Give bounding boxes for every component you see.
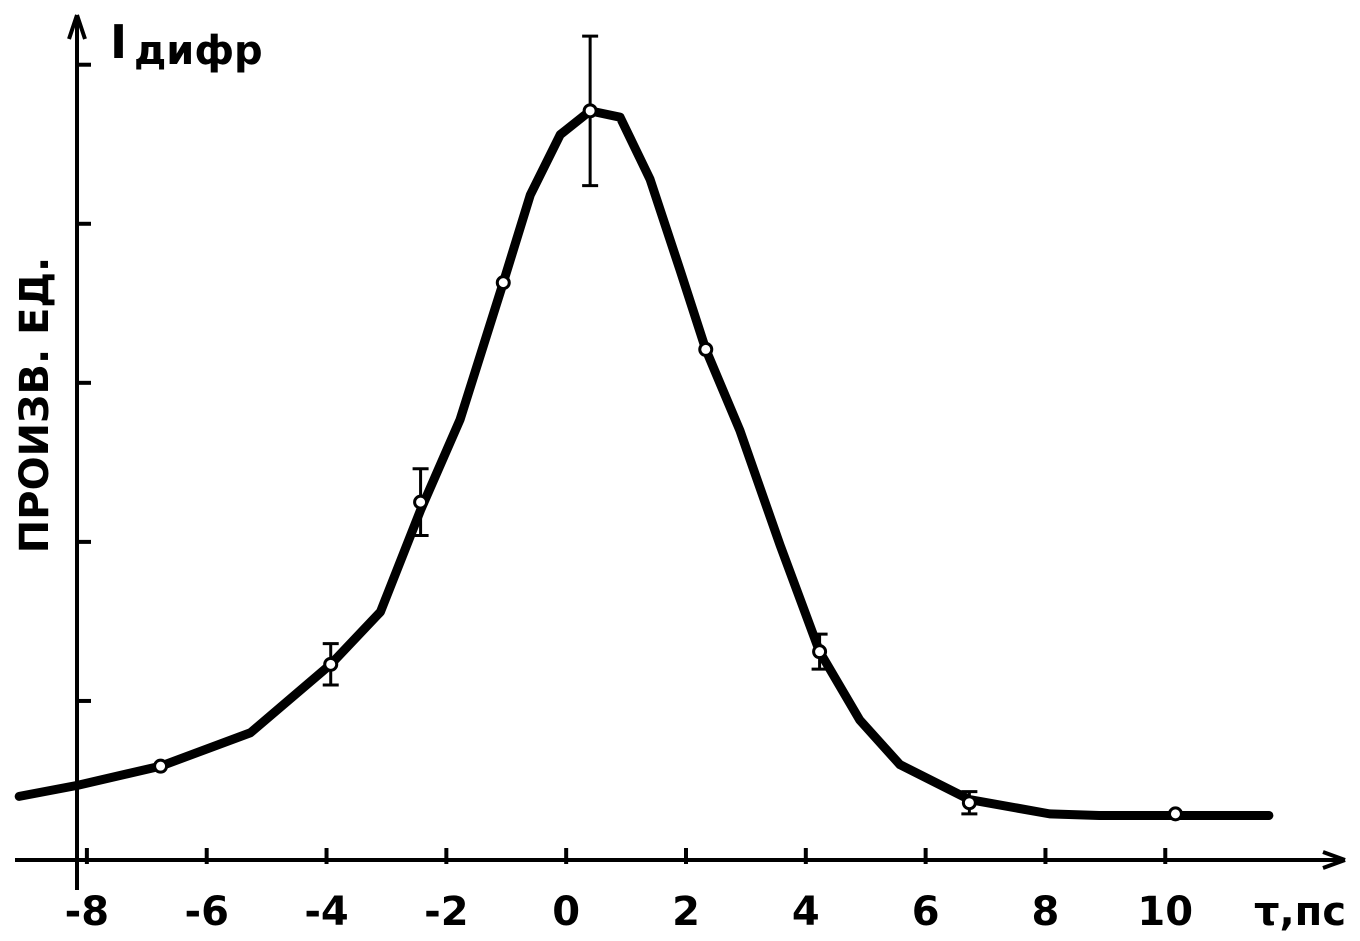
x-tick-label: -6 xyxy=(184,889,228,935)
x-axis-label: τ,пс xyxy=(1254,889,1346,935)
data-point xyxy=(153,758,169,774)
y-axis-label: ПРОИЗВ. ЕД. xyxy=(12,257,58,553)
data-point xyxy=(1167,806,1183,822)
x-tick-label: 0 xyxy=(552,889,580,935)
data-point xyxy=(961,795,977,811)
x-tick-label: 4 xyxy=(792,889,820,935)
x-tick-label: 10 xyxy=(1137,889,1193,935)
x-tick-label: -4 xyxy=(304,889,348,935)
y-arrow xyxy=(67,14,87,40)
x-arrow xyxy=(1322,850,1346,870)
x-tick-label: 8 xyxy=(1032,889,1060,935)
x-tick-label: -8 xyxy=(65,889,109,935)
y-axis-subscript: дифр xyxy=(134,28,263,74)
x-tick-label: -2 xyxy=(424,889,468,935)
data-point xyxy=(812,644,828,660)
data-point xyxy=(495,275,511,291)
x-tick-label: 2 xyxy=(672,889,700,935)
x-tick-label: 6 xyxy=(912,889,940,935)
data-point xyxy=(698,341,714,357)
data-point xyxy=(323,656,339,672)
fit-line xyxy=(14,106,1274,820)
y-axis-symbol: I xyxy=(110,15,127,69)
data-point xyxy=(582,103,598,119)
data-point xyxy=(413,494,429,510)
